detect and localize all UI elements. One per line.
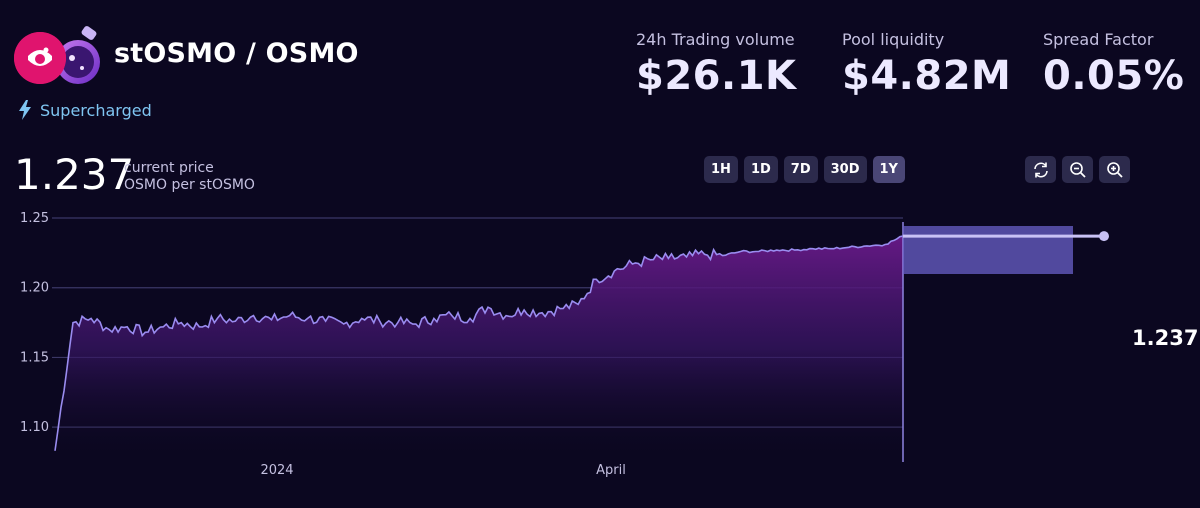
stat-value: $26.1K <box>636 53 797 99</box>
current-price-value: 1.237 <box>14 150 135 199</box>
zoom-in-icon <box>1106 161 1123 178</box>
stat-label: 24h Trading volume <box>636 30 795 49</box>
y-axis: 1.25 1.20 1.15 1.10 <box>20 211 49 435</box>
stosmo-token-icon <box>14 32 66 84</box>
price-unit-label: OSMO per stOSMO <box>124 177 255 193</box>
supercharged-label: Supercharged <box>40 100 152 120</box>
pool-title: stOSMO / OSMO <box>114 38 359 69</box>
zoom-in-button[interactable] <box>1099 156 1130 183</box>
price-chart[interactable]: 1.25 1.20 1.15 1.10 2024 April <box>0 200 1200 480</box>
current-price-handle[interactable] <box>1099 231 1109 242</box>
price-area <box>55 236 903 462</box>
range-button-1y[interactable]: 1Y <box>872 156 905 183</box>
stat-label: Spread Factor <box>1043 30 1154 49</box>
supercharged-badge: Supercharged <box>18 100 152 120</box>
zoom-out-icon <box>1069 161 1086 178</box>
price-caption-label: current price <box>124 160 214 176</box>
x-tick-label: 2024 <box>260 463 293 478</box>
range-button-1d[interactable]: 1D <box>743 156 778 183</box>
x-axis: 2024 April <box>260 463 625 478</box>
stat-spread-factor: Spread Factor 0.05% <box>1043 30 1184 99</box>
lightning-icon <box>19 100 31 120</box>
side-price-label: 1.237 <box>1132 326 1199 350</box>
time-range-selector: 1H 1D 7D 30D 1Y <box>704 156 905 183</box>
stat-label: Pool liquidity <box>842 30 945 49</box>
refresh-icon <box>1033 162 1048 177</box>
current-price-caption: current price OSMO per stOSMO <box>124 160 255 194</box>
zoom-out-button[interactable] <box>1062 156 1093 183</box>
refresh-button[interactable] <box>1025 156 1056 183</box>
price-line <box>54 235 904 451</box>
y-tick-label: 1.10 <box>20 420 49 435</box>
x-tick-label: April <box>596 463 626 478</box>
range-button-30d[interactable]: 30D <box>823 156 867 183</box>
chart-tools <box>1025 156 1130 183</box>
range-button-1h[interactable]: 1H <box>704 156 738 183</box>
stat-trading-volume: 24h Trading volume $26.1K <box>636 30 797 99</box>
range-button-7d[interactable]: 7D <box>783 156 818 183</box>
y-tick-label: 1.15 <box>20 350 49 365</box>
stat-value: 0.05% <box>1043 53 1185 99</box>
stat-pool-liquidity: Pool liquidity $4.82M <box>842 30 1011 99</box>
y-tick-label: 1.25 <box>20 211 49 226</box>
liquidity-range-box[interactable] <box>903 226 1073 274</box>
y-tick-label: 1.20 <box>20 281 49 296</box>
osmo-token-icon <box>52 26 106 86</box>
stat-value: $4.82M <box>842 53 1012 99</box>
